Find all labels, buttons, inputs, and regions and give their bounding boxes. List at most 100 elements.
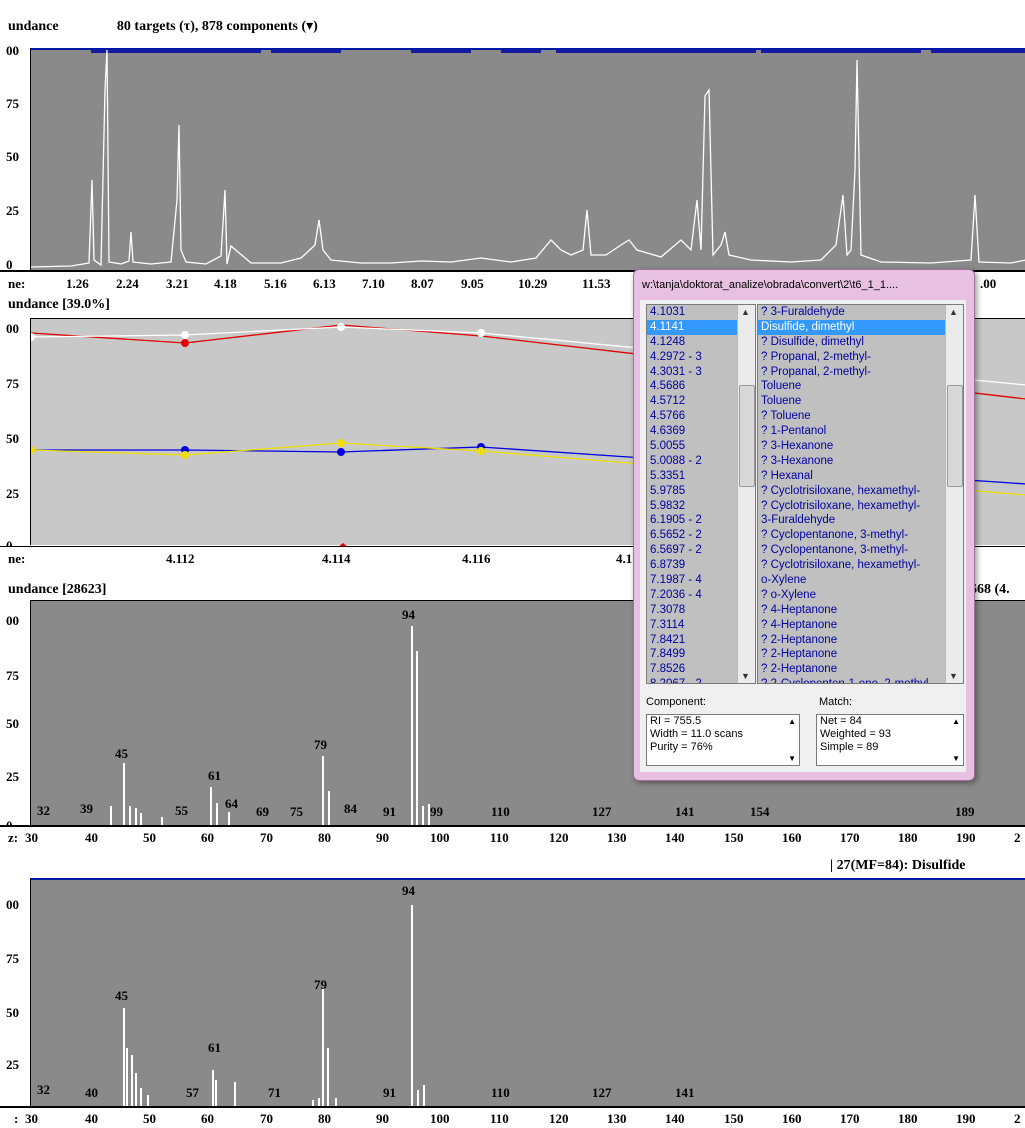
scroll-up-icon[interactable]: ▲ <box>949 307 958 317</box>
profile-ytick: 50 <box>6 431 19 446</box>
retention-time-item[interactable]: 4.5766 <box>650 410 686 423</box>
peak-label: 99 <box>430 804 443 819</box>
spectrum-xtick: 150 <box>724 830 744 845</box>
compound-list-scrollbar[interactable]: ▲ ▼ <box>945 305 963 683</box>
retention-time-item[interactable]: 6.5697 - 2 <box>650 544 702 557</box>
retention-time-item[interactable]: 7.8421 <box>650 633 686 646</box>
compound-name-item[interactable]: Disulfide, dimethyl <box>758 319 963 335</box>
compound-name-item[interactable]: ? 3-Hexanone <box>761 454 834 467</box>
compound-name-item[interactable]: ? o-Xylene <box>761 588 816 601</box>
scroll-down-icon[interactable]: ▼ <box>788 754 796 763</box>
retention-time-item[interactable]: 5.0088 - 2 <box>650 454 702 467</box>
spectrum-xtick: 130 <box>607 830 627 845</box>
retention-time-item[interactable]: 7.3078 <box>650 603 686 616</box>
retention-time-item[interactable]: 5.0055 <box>650 440 686 453</box>
retention-list-scrollbar[interactable]: ▲ ▼ <box>737 305 755 683</box>
compound-name-item[interactable]: ? 3-Hexanone <box>761 440 834 453</box>
retention-time-item[interactable]: 4.6369 <box>650 425 686 438</box>
compound-name-item[interactable]: ? 3-Furaldehyde <box>761 306 845 318</box>
retention-time-item[interactable]: 4.5712 <box>650 395 686 408</box>
compound-name-item[interactable]: 3-Furaldehyde <box>761 514 836 527</box>
scroll-up-icon[interactable]: ▲ <box>952 717 960 726</box>
retention-time-item[interactable]: 7.3114 <box>650 618 685 631</box>
compound-name-item[interactable]: ? 4-Heptanone <box>761 603 838 616</box>
tic-xtick: 5.16 <box>264 276 287 291</box>
retention-time-item[interactable]: 6.1905 - 2 <box>650 514 702 527</box>
library-peak-label: 141 <box>675 1085 695 1100</box>
profile-points <box>31 323 485 459</box>
component-dialog[interactable]: w:\tanja\doktorat_analize\obrada\convert… <box>633 269 975 781</box>
compound-name-item[interactable]: ? Hexanal <box>761 469 813 482</box>
scroll-up-icon[interactable]: ▲ <box>788 717 796 726</box>
retention-time-item[interactable]: 7.8526 <box>650 663 686 676</box>
scroll-thumb[interactable] <box>947 385 963 487</box>
compound-name-item[interactable]: ? Cyclotrisiloxane, hexamethyl- <box>761 559 921 572</box>
scroll-down-icon[interactable]: ▼ <box>949 671 958 681</box>
spectrum-xtick: 30 <box>25 830 38 845</box>
retention-time-item[interactable]: 5.9785 <box>650 484 686 497</box>
retention-time-item[interactable]: 8.2067 - 2 <box>647 677 755 683</box>
spectrum-ytick: 25 <box>6 769 19 784</box>
compound-name-item[interactable]: ? Cyclotrisiloxane, hexamethyl- <box>761 499 921 512</box>
compound-name-item[interactable]: ? 1-Pentanol <box>761 425 827 438</box>
compound-name-item[interactable]: ? Propanal, 2-methyl- <box>761 350 871 363</box>
spectrum-ytick: 00 <box>6 613 19 628</box>
retention-time-item[interactable]: 4.1141 <box>647 319 755 335</box>
library-peak-label: 91 <box>383 1085 396 1100</box>
component-info-box[interactable]: RI = 755.5 Width = 11.0 scans Purity = 7… <box>646 714 800 766</box>
library-xtick: 140 <box>665 1111 685 1126</box>
compound-name-item[interactable]: ? Toluene <box>761 410 811 423</box>
component-info-line: Width = 11.0 scans <box>650 728 744 740</box>
library-xtick: 70 <box>260 1111 273 1126</box>
tic-ytick: 25 <box>6 203 19 218</box>
compound-name-item[interactable]: Toluene <box>761 380 802 393</box>
retention-time-item[interactable]: 4.2972 - 3 <box>650 350 702 363</box>
retention-time-item[interactable]: 7.2036 - 4 <box>650 588 702 601</box>
peak-label: 110 <box>491 804 510 819</box>
library-xtick: 160 <box>782 1111 802 1126</box>
dialog-title[interactable]: w:\tanja\doktorat_analize\obrada\convert… <box>642 279 899 291</box>
compound-name-item[interactable]: ? 2-Heptanone <box>761 663 838 676</box>
component-info-line: RI = 755.5 <box>650 715 702 727</box>
retention-time-item[interactable]: 7.8499 <box>650 648 686 661</box>
component-label: Component: <box>646 696 706 708</box>
compound-name-item[interactable]: ? 2-Heptanone <box>761 633 838 646</box>
targets-glyph[interactable]: τ <box>183 19 191 34</box>
scroll-down-icon[interactable]: ▼ <box>741 671 750 681</box>
compound-name-item[interactable]: ? Disulfide, dimethyl <box>761 335 864 348</box>
compound-name-item[interactable]: ? Cyclotrisiloxane, hexamethyl- <box>761 484 921 497</box>
spectrum-xtick: 40 <box>85 830 98 845</box>
retention-time-item[interactable]: 5.9832 <box>650 499 686 512</box>
compound-name-item[interactable]: o-Xylene <box>761 574 807 587</box>
compound-name-item[interactable]: Toluene <box>761 395 802 408</box>
library-plot-area[interactable] <box>30 878 1025 1108</box>
compound-name-item[interactable]: ? 2-Cyclopenten-1-one, 2-methyl- <box>758 677 963 683</box>
compound-name-item[interactable]: ? Cyclopentanone, 3-methyl- <box>761 529 909 542</box>
match-label: Match: <box>819 696 853 708</box>
tic-components-text: ), 878 components ( <box>190 19 307 34</box>
compound-name-list[interactable]: ? 3-Furaldehyde Disulfide, dimethyl? Disu… <box>757 304 964 684</box>
scroll-up-icon[interactable]: ▲ <box>741 307 750 317</box>
components-glyph[interactable]: ▾ <box>306 19 314 34</box>
retention-time-item[interactable]: 4.1248 <box>650 335 686 348</box>
retention-time-item[interactable]: 4.3031 - 3 <box>650 365 702 378</box>
scroll-down-icon[interactable]: ▼ <box>952 754 960 763</box>
library-xtick: 40 <box>85 1111 98 1126</box>
compound-name-item[interactable]: ? Cyclopentanone, 3-methyl- <box>761 544 909 557</box>
retention-time-item[interactable]: 6.5652 - 2 <box>650 529 702 542</box>
library-xtick: 170 <box>840 1111 860 1126</box>
retention-time-list[interactable]: 4.1031 4.1141 4.1248 4.2972 - 3 4.3031 - 3 4.… <box>646 304 756 684</box>
tic-plot-area[interactable] <box>30 48 1025 270</box>
retention-time-item[interactable]: 5.3351 <box>650 469 686 482</box>
match-info-box[interactable]: Net = 84 Weighted = 93 Simple = 89 ▲ ▼ <box>816 714 964 766</box>
retention-time-item[interactable]: 4.1031 <box>650 306 686 318</box>
scroll-thumb[interactable] <box>739 385 755 487</box>
library-xtick: 130 <box>607 1111 627 1126</box>
retention-time-item[interactable]: 6.8739 <box>650 559 686 572</box>
compound-name-item[interactable]: ? 2-Heptanone <box>761 648 838 661</box>
retention-time-item[interactable]: 4.5686 <box>650 380 686 393</box>
retention-time-item[interactable]: 7.1987 - 4 <box>650 574 702 587</box>
library-xtick: 30 <box>25 1111 38 1126</box>
compound-name-item[interactable]: ? 4-Heptanone <box>761 618 838 631</box>
compound-name-item[interactable]: ? Propanal, 2-methyl- <box>761 365 871 378</box>
